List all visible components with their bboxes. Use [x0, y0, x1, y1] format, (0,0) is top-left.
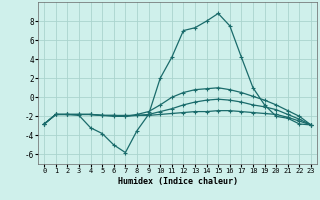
- X-axis label: Humidex (Indice chaleur): Humidex (Indice chaleur): [118, 177, 238, 186]
